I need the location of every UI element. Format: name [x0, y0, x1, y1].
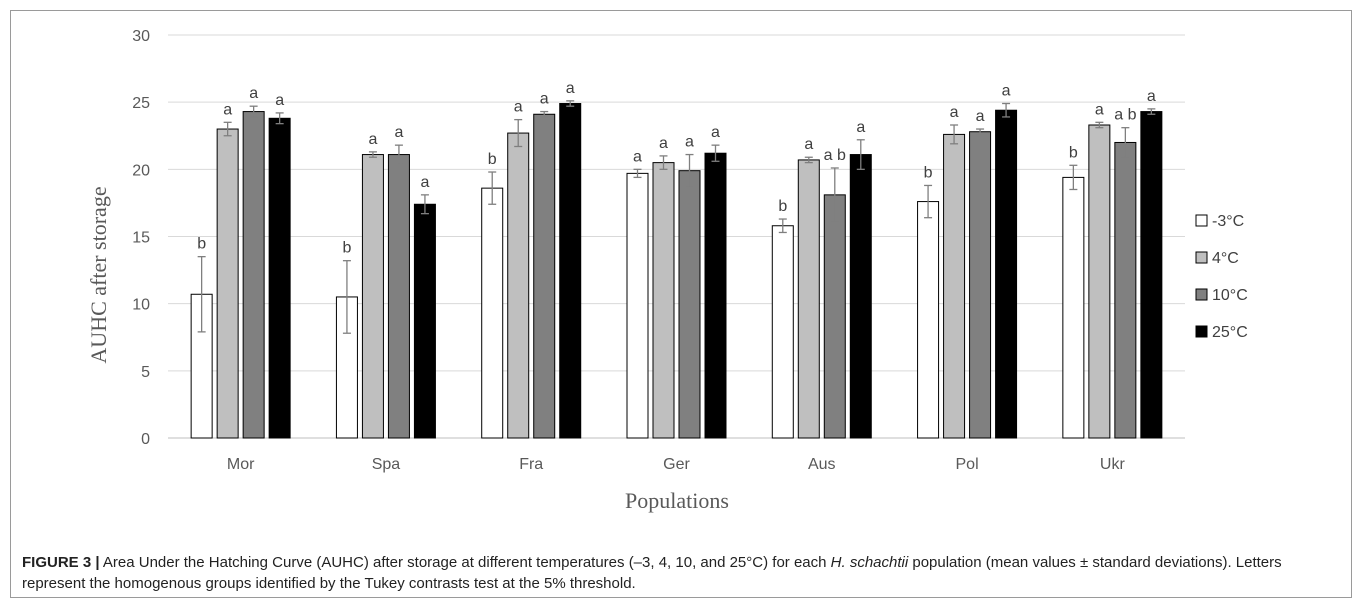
bar — [242, 111, 265, 439]
significance-letter: b — [342, 240, 351, 257]
significance-letter: a — [976, 108, 985, 125]
significance-letter: a — [711, 124, 720, 141]
caption-text: Area Under the Hatching Curve (AUHC) aft… — [102, 554, 827, 571]
bar — [849, 154, 872, 439]
bar — [413, 203, 436, 439]
legend-label: 10°C — [1212, 287, 1248, 304]
bar — [995, 109, 1018, 439]
bar — [969, 131, 992, 439]
significance-letter: a — [420, 174, 429, 191]
legend-label: 4°C — [1212, 250, 1239, 267]
legend-swatch — [1195, 325, 1208, 338]
bar — [507, 132, 530, 439]
significance-letter: b — [1069, 144, 1078, 161]
bar — [1140, 111, 1163, 439]
caption-species: H. schachtii — [830, 554, 909, 571]
x-tick-label: Mor — [227, 456, 255, 473]
significance-letter: a — [950, 104, 959, 121]
legend-label: -3°C — [1212, 213, 1244, 230]
bar — [533, 113, 556, 439]
bar — [1088, 124, 1111, 439]
significance-letter: a — [856, 119, 865, 136]
bar — [678, 170, 701, 439]
x-tick-label: Ger — [663, 456, 690, 473]
significance-letter: a — [514, 99, 523, 116]
significance-letter: b — [924, 164, 933, 181]
significance-letter: a — [633, 148, 642, 165]
significance-letter: a — [1147, 88, 1156, 105]
legend: -3°C 4°C 10°C 25°C — [1195, 213, 1248, 341]
chart-frame — [10, 10, 1352, 598]
significance-letter: a — [685, 134, 694, 151]
bar — [361, 154, 384, 439]
bar — [943, 133, 966, 439]
x-tick-label: Spa — [372, 456, 401, 473]
bar — [268, 117, 291, 439]
x-tick-label: Pol — [956, 456, 979, 473]
bar — [917, 201, 940, 439]
x-tick-label: Aus — [808, 456, 836, 473]
bar — [387, 154, 410, 439]
significance-letter: a — [1095, 101, 1104, 118]
caption-label: FIGURE 3 | — [22, 554, 100, 571]
significance-letter: a — [1002, 83, 1011, 100]
legend-swatch — [1195, 214, 1208, 227]
significance-letter: a — [223, 101, 232, 118]
bar — [559, 103, 582, 439]
legend-label: 25°C — [1212, 324, 1248, 341]
significance-letter: a — [368, 131, 377, 148]
significance-letter: a b — [824, 147, 846, 164]
x-axis-title: Populations — [625, 488, 729, 513]
bar — [652, 162, 675, 439]
y-tick-label: 10 — [132, 297, 150, 314]
y-tick-label: 5 — [141, 364, 150, 381]
significance-letter: a — [659, 135, 668, 152]
significance-letter: a b — [1114, 107, 1136, 124]
bar — [481, 187, 504, 439]
significance-letter: a — [540, 91, 549, 108]
error-bars — [197, 100, 1156, 334]
legend-swatch — [1195, 251, 1208, 264]
significance-letter: b — [778, 198, 787, 215]
x-tick-label: Ukr — [1100, 456, 1126, 473]
y-tick-label: 15 — [132, 230, 150, 247]
caption-text-end: population (mean values ± standard devia… — [22, 554, 1282, 592]
bar — [797, 159, 820, 439]
gridlines — [168, 34, 1185, 439]
y-tick-label: 20 — [132, 162, 150, 179]
y-axis-title: AUHC after storage — [86, 186, 111, 363]
significance-letter: a — [394, 124, 403, 141]
bar — [626, 172, 649, 439]
significance-letter: a — [275, 92, 284, 109]
figure-caption: FIGURE 3 | Area Under the Hatching Curve… — [22, 552, 1342, 594]
significance-letter: a — [249, 85, 258, 102]
x-axis-ticks: Mor Spa Fra Ger Aus Pol Ukr — [227, 456, 1126, 473]
bar — [771, 225, 794, 439]
bar — [704, 152, 727, 439]
y-axis-ticks: 0 5 10 15 20 25 30 — [132, 28, 150, 448]
significance-letter: b — [488, 151, 497, 168]
bar — [1114, 141, 1137, 439]
x-tick-label: Fra — [519, 456, 543, 473]
significance-letter: b — [197, 236, 206, 253]
legend-swatch — [1195, 288, 1208, 301]
bars — [190, 103, 1163, 439]
bar — [216, 128, 239, 439]
y-tick-label: 25 — [132, 95, 150, 112]
significance-letter: a — [804, 136, 813, 153]
bar — [823, 194, 846, 439]
bar — [1062, 176, 1085, 439]
y-tick-label: 0 — [141, 431, 150, 448]
significance-letter: a — [566, 80, 575, 97]
y-tick-label: 30 — [132, 28, 150, 45]
